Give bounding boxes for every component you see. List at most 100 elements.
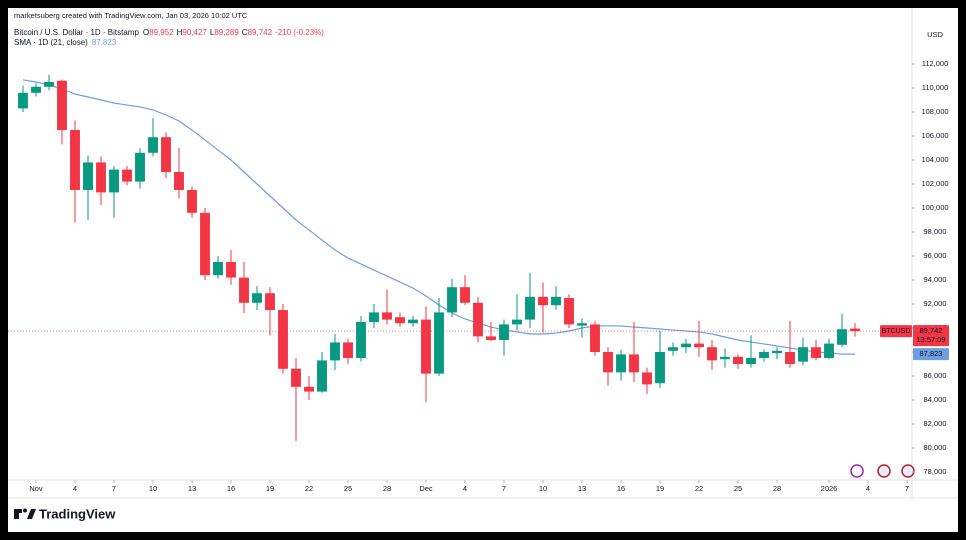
x-tick-label: 19 (656, 484, 664, 493)
candle-body (551, 296, 561, 306)
candle-body (304, 386, 314, 392)
candle-body (44, 82, 54, 87)
candle-body (486, 336, 496, 340)
y-tick-label: 112,000 (922, 59, 949, 68)
candle-body (369, 312, 379, 322)
legend-key: H (177, 28, 183, 37)
icon (877, 464, 891, 478)
candle-body (681, 343, 691, 348)
x-tick-label: Nov (29, 484, 43, 493)
candle-body (616, 354, 626, 373)
candle-body (278, 310, 288, 369)
y-tick-label: 82,000 (924, 419, 947, 428)
candle-body (18, 92, 28, 109)
x-tick-label: 22 (695, 484, 703, 493)
price-tag (880, 325, 912, 338)
candle-body (330, 342, 340, 361)
candle-body (356, 322, 366, 358)
legend-key: L (210, 28, 215, 37)
x-tick-label: 13 (578, 484, 586, 493)
candle-body (759, 352, 769, 358)
candle-body (31, 86, 41, 93)
candle-body (343, 342, 353, 358)
x-tick-label: 25 (734, 484, 742, 493)
x-tick-label: 4 (866, 484, 870, 493)
y-tick-label: 108,000 (921, 107, 948, 116)
y-tick-label: 104,000 (921, 155, 948, 164)
x-tick-label: 22 (305, 484, 313, 493)
candle-body (525, 296, 535, 320)
candle-body (122, 169, 132, 182)
sma-tag-label: 87,823 (920, 349, 943, 358)
candle-body (564, 298, 574, 325)
x-tick-label: 10 (539, 484, 547, 493)
x-tick-label: 28 (773, 484, 781, 493)
logo-icon (27, 509, 36, 519)
y-tick-label: 84,000 (924, 395, 947, 404)
candle-body (291, 368, 301, 387)
candle-body (265, 293, 275, 310)
candle-body (239, 277, 249, 303)
x-tick-label: 4 (73, 484, 77, 493)
price-tag (913, 325, 949, 347)
candle-body (421, 319, 431, 374)
y-tick-label: 100,000 (921, 203, 948, 212)
x-tick-label: 7 (905, 484, 909, 493)
candle-body (642, 372, 652, 385)
candle-body (629, 354, 639, 373)
candle-body (720, 356, 730, 360)
logo: TradingView (14, 506, 116, 521)
candle-body (707, 347, 717, 361)
y-tick-label: 98,000 (924, 227, 947, 236)
candle-body (70, 130, 80, 190)
candle-body (837, 329, 847, 345)
legend-value: 89,742 (248, 28, 273, 37)
icons (850, 464, 915, 478)
candle-body (785, 352, 795, 364)
candle-body (187, 190, 197, 213)
legend-change: -210 (-0.23%) (275, 28, 324, 37)
candle-body (213, 262, 223, 276)
candle-body (109, 169, 119, 193)
y-tick-label: 106,000 (921, 131, 948, 140)
x-tick-label: 7 (112, 484, 116, 493)
candle-body (161, 137, 171, 172)
candle-body (824, 343, 834, 358)
candle-body (83, 162, 93, 190)
y-tick-label: 78,000 (924, 467, 947, 476)
candle-body (694, 343, 704, 348)
candle-body (174, 172, 184, 190)
candle-body (603, 352, 613, 373)
legend-value: 89,289 (214, 28, 239, 37)
candle-body (226, 262, 236, 278)
brand: TradingView (39, 506, 116, 521)
y-tick-label: 102,000 (921, 179, 948, 188)
candle-body (57, 80, 67, 130)
legend-line: Bitcoin / U.S. Dollar · 1D · Bitstamp O89… (14, 28, 324, 37)
candle-body (850, 328, 860, 332)
x-tick-label: 16 (617, 484, 625, 493)
candle-body (317, 360, 327, 392)
tag-price: 89,742 (920, 326, 943, 335)
x-tick-label: Dec (419, 484, 433, 493)
x-tick-label: 2026 (821, 484, 838, 493)
legend-line: SMA · 1D (21, close) 87,823 (14, 38, 117, 47)
candle-body (434, 312, 444, 374)
x-tick-label: 16 (227, 484, 235, 493)
sma-tag (913, 348, 949, 361)
y-tick-label: 110,000 (922, 83, 949, 92)
candle-body (746, 358, 756, 364)
candle-body (512, 319, 522, 325)
panel (8, 8, 958, 532)
x-tick-label: 4 (463, 484, 467, 493)
legend-value: 87,823 (92, 38, 117, 47)
candle-body (148, 137, 158, 153)
candle-body (96, 162, 106, 193)
legend-key: O (143, 28, 149, 37)
x-tick-label: 13 (188, 484, 196, 493)
candle-body (772, 350, 782, 354)
x-tick-label: 19 (266, 484, 274, 493)
candle-body (382, 312, 392, 320)
icon (850, 464, 864, 478)
